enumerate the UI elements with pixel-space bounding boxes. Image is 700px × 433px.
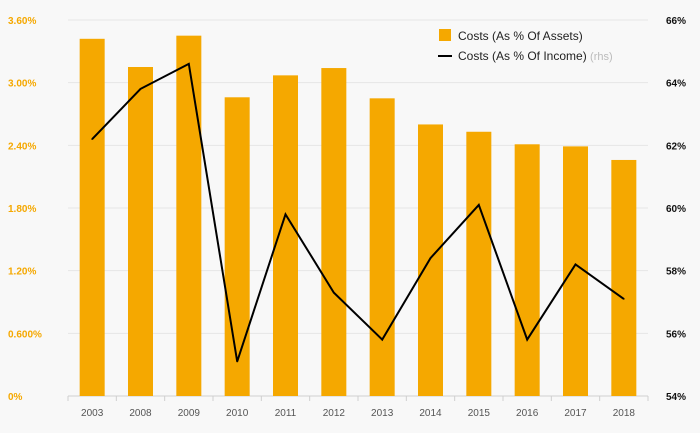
left-tick-label: 0%	[8, 392, 23, 403]
x-tick-label: 2003	[81, 408, 104, 419]
left-tick-label: 0.600%	[8, 329, 42, 340]
legend-label-suffix: (rhs)	[590, 51, 613, 63]
legend-label-line: Costs (As % Of Income) (rhs)	[458, 49, 613, 63]
bar	[321, 68, 347, 397]
left-tick-label: 2.40%	[8, 141, 36, 152]
gridlines	[68, 19, 648, 397]
left-tick-label: 3.00%	[8, 79, 36, 90]
x-tick-label: 2008	[129, 408, 152, 419]
right-tick-label: 56%	[666, 329, 686, 340]
x-tick-label: 2013	[371, 408, 394, 419]
x-tick-label: 2016	[516, 408, 539, 419]
line-series-path	[91, 62, 625, 362]
line-point	[478, 204, 480, 206]
x-tick-label: 2012	[323, 408, 346, 419]
bar	[224, 97, 250, 397]
line-point	[526, 338, 528, 341]
right-tick-label: 66%	[666, 16, 686, 27]
left-tick-label: 1.80%	[8, 204, 36, 215]
line-point	[188, 63, 190, 65]
bar-series	[79, 35, 637, 397]
bar	[128, 67, 153, 396]
line-point	[333, 291, 335, 294]
left-tick-label: 1.20%	[8, 267, 36, 278]
axes: 0% 0.600% 1.20% 1.80% 2.40% 3.00% 3.60% 54% 56% 5…	[8, 16, 686, 419]
line-point	[623, 298, 625, 300]
line-point	[574, 263, 577, 266]
x-tick-label: 2017	[564, 408, 587, 419]
line-point	[91, 138, 93, 140]
legend-label-bar: Costs (As % Of Assets)	[458, 29, 583, 43]
bar	[79, 38, 105, 397]
line-point	[236, 360, 238, 363]
bar	[273, 75, 298, 396]
line-series	[91, 62, 625, 363]
right-tick-label: 60%	[666, 204, 686, 215]
line-point	[429, 257, 432, 259]
right-tick-label: 58%	[666, 267, 686, 278]
bar	[466, 131, 492, 396]
right-tick-label: 62%	[666, 141, 686, 152]
bar	[176, 35, 202, 397]
x-tick-label: 2010	[226, 408, 249, 419]
x-tick-label: 2009	[178, 408, 201, 419]
bar	[369, 98, 395, 396]
x-tick-label: 2014	[419, 408, 442, 419]
legend-swatch-bar	[439, 29, 451, 41]
bar	[418, 124, 443, 396]
left-tick-label: 3.60%	[8, 16, 36, 27]
x-tick-label: 2018	[613, 408, 636, 419]
right-tick-label: 54%	[666, 392, 686, 403]
x-tick-label: 2011	[275, 408, 297, 419]
x-tick-label: 2015	[468, 408, 491, 419]
bar	[514, 144, 540, 396]
line-point	[139, 88, 142, 90]
line-point	[381, 338, 383, 341]
right-tick-label: 64%	[666, 79, 686, 90]
legend: Costs (As % Of Assets) Costs (As % Of Inc…	[438, 29, 613, 63]
bar	[611, 159, 637, 396]
line-point	[284, 213, 287, 216]
